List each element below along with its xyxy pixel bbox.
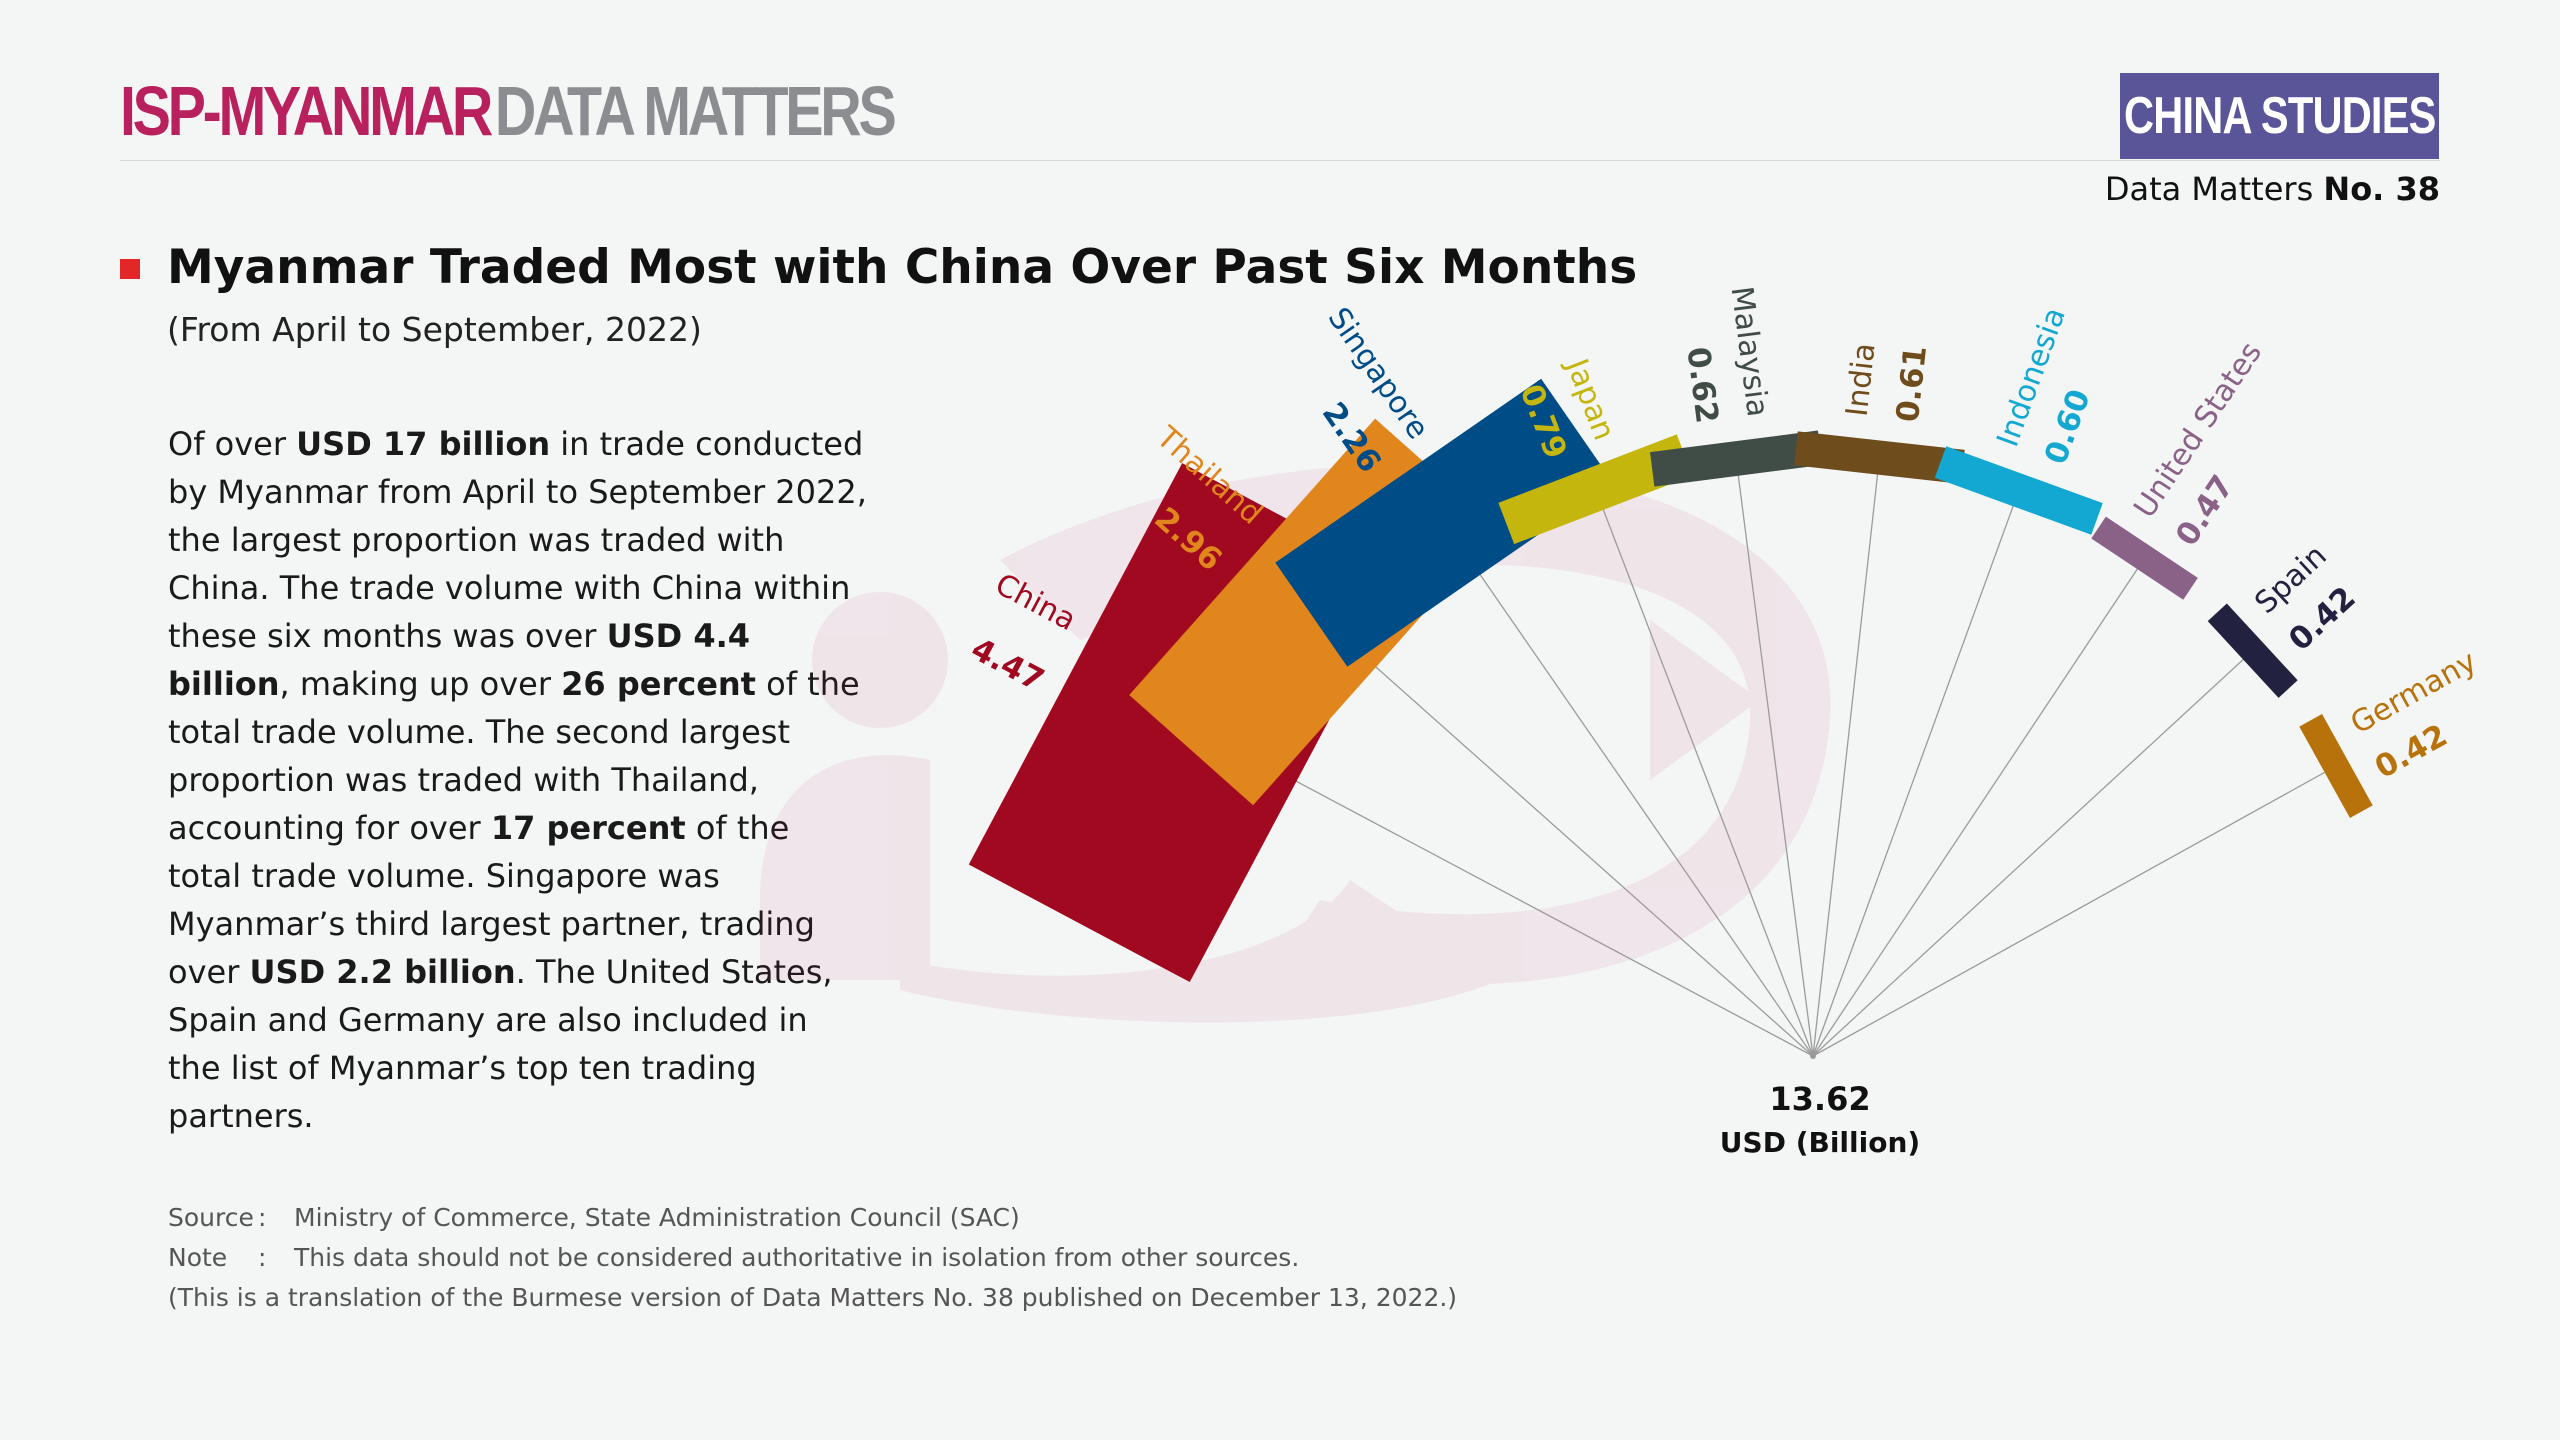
footer-note: Note: This data should not be considered … — [168, 1238, 1457, 1278]
body-highlight: USD 4.4 billion — [168, 617, 750, 703]
translation-note: (This is a translation of the Burmese ve… — [168, 1283, 1458, 1312]
spoke-line-india — [1812, 459, 1880, 1057]
spoke-line-china — [1282, 773, 1814, 1057]
section-tag: CHINA STUDIES — [2120, 73, 2439, 159]
value-label-indonesia: 0.60 — [2038, 385, 2098, 469]
body-paragraph: Of over USD 17 billion in trade conducte… — [168, 420, 868, 1140]
body-text-run: . The United States, Spain and Germany a… — [168, 953, 833, 1135]
title-bullet-icon — [120, 259, 140, 279]
brand-secondary: DATA MATTERS — [494, 72, 897, 150]
footer: Source: Ministry of Commerce, State Admin… — [168, 1198, 1457, 1318]
category-label-malaysia: Malaysia — [1724, 284, 1775, 418]
bar-indonesia — [1934, 446, 2103, 535]
header-brand: ISP-MYANMARDATA MATTERS — [120, 76, 897, 146]
spoke-line-germany — [1812, 764, 2339, 1057]
body-text-run: of the total trade volume. The second la… — [168, 665, 860, 847]
spoke-line-thailand — [1364, 656, 1814, 1057]
spoke-line-united-states — [1812, 556, 2147, 1057]
body-text-run: of the total trade volume. Singapore was… — [168, 809, 815, 991]
chart-total: 13.62 — [1769, 1080, 1870, 1118]
bar-germany — [2299, 714, 2373, 819]
page-title: Myanmar Traded Most with China Over Past… — [167, 240, 1638, 295]
brand-primary: ISP-MYANMAR — [120, 72, 493, 150]
body-text-run: in trade conducted by Myanmar from April… — [168, 425, 867, 655]
spoke-line-malaysia — [1735, 460, 1814, 1057]
bar-malaysia — [1649, 430, 1823, 487]
source-text: Ministry of Commerce, State Administrati… — [294, 1203, 1020, 1232]
spoke-line-singapore — [1471, 562, 1814, 1057]
section-tag-label: CHINA STUDIES — [2123, 87, 2436, 145]
body-highlight: USD 17 billion — [296, 425, 551, 463]
footer-source: Source: Ministry of Commerce, State Admin… — [168, 1198, 1457, 1238]
header-divider — [120, 160, 2440, 161]
category-label-germany: Germany — [2345, 644, 2483, 741]
issue-label: Data Matters No. 38 — [2105, 170, 2440, 208]
note-text: This data should not be considered autho… — [294, 1243, 1300, 1272]
body-highlight: 26 percent — [561, 665, 756, 703]
chart-center-point — [1810, 1053, 1816, 1059]
spoke-line-indonesia — [1812, 491, 2019, 1057]
bar-india — [1794, 431, 1965, 484]
bar-spain — [2207, 603, 2298, 698]
value-label-china: 4.47 — [965, 631, 1049, 699]
page-subtitle: (From April to September, 2022) — [167, 310, 702, 349]
issue-prefix: Data Matters — [2104, 170, 2314, 208]
source-label: Source — [168, 1203, 254, 1232]
bar-singapore — [1275, 378, 1614, 667]
category-label-india: India — [1840, 341, 1883, 418]
issue-number: No. 38 — [2323, 170, 2440, 208]
bar-japan — [1498, 434, 1693, 545]
body-highlight: USD 2.2 billion — [249, 953, 516, 991]
chart-unit: USD (Billion) — [1720, 1126, 1920, 1159]
body-text-run: , making up over — [279, 665, 562, 703]
body-text-run: Of over — [168, 425, 297, 463]
value-label-malaysia: 0.62 — [1679, 345, 1724, 425]
body-highlight: 17 percent — [490, 809, 686, 847]
spoke-line-japan — [1597, 495, 1814, 1057]
bar-united-states — [2091, 516, 2198, 600]
value-label-india: 0.61 — [1890, 344, 1934, 424]
spoke-line-spain — [1812, 648, 2255, 1057]
note-label: Note — [168, 1243, 228, 1272]
